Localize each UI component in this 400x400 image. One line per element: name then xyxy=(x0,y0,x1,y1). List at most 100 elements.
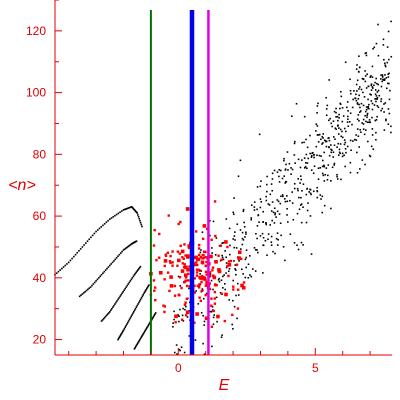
data-point xyxy=(195,271,199,274)
curve-point xyxy=(143,292,145,295)
data-point xyxy=(216,314,220,319)
data-point xyxy=(220,292,223,296)
data-point xyxy=(169,275,173,279)
curve-point xyxy=(126,284,129,287)
curve-point xyxy=(135,345,137,348)
data-point xyxy=(179,308,181,311)
curve-point xyxy=(134,346,136,349)
data-point xyxy=(301,159,303,161)
data-point xyxy=(200,311,203,314)
data-point xyxy=(209,274,212,277)
data-point xyxy=(344,61,347,64)
data-point xyxy=(268,204,271,206)
data-point xyxy=(303,141,305,144)
curve-point xyxy=(86,240,89,242)
data-point xyxy=(293,182,296,185)
data-point xyxy=(232,285,235,288)
data-point xyxy=(382,38,385,41)
data-point xyxy=(262,272,264,274)
data-point xyxy=(205,227,209,231)
data-point xyxy=(381,80,383,83)
data-point xyxy=(221,334,223,336)
data-point xyxy=(232,327,234,330)
data-point xyxy=(213,284,217,287)
data-point xyxy=(204,250,207,254)
curve-point xyxy=(123,327,126,330)
curve-point xyxy=(102,272,104,274)
data-point xyxy=(275,216,277,218)
data-point xyxy=(380,74,382,76)
curve-point xyxy=(152,315,155,318)
curve-point xyxy=(139,338,141,341)
curve-point xyxy=(81,293,84,295)
data-point xyxy=(381,107,384,110)
data-point xyxy=(181,314,184,317)
data-point xyxy=(217,269,222,274)
curve-point xyxy=(117,338,119,341)
curve-point xyxy=(141,334,144,336)
data-point xyxy=(212,309,215,313)
data-point xyxy=(310,156,313,158)
data-point xyxy=(349,78,351,81)
curve-point xyxy=(122,209,125,211)
data-point xyxy=(273,207,276,210)
data-point xyxy=(185,305,187,308)
data-point xyxy=(276,199,279,201)
data-point xyxy=(315,123,318,125)
data-point xyxy=(320,138,322,141)
curve-point xyxy=(106,267,108,270)
curve-point xyxy=(145,287,148,290)
data-point xyxy=(197,253,201,257)
data-point xyxy=(349,139,352,142)
curve-point xyxy=(88,287,91,290)
data-point xyxy=(325,145,328,148)
data-point xyxy=(202,224,207,228)
data-point xyxy=(370,100,373,102)
data-point xyxy=(383,78,386,80)
data-point xyxy=(376,96,379,99)
data-point xyxy=(199,255,203,259)
data-point xyxy=(197,303,200,305)
data-point xyxy=(228,268,231,270)
data-point xyxy=(184,254,187,257)
data-point xyxy=(238,260,240,262)
curve-point xyxy=(74,253,77,256)
curve-point xyxy=(137,268,140,270)
data-point xyxy=(301,141,303,144)
curve-point xyxy=(139,337,142,340)
data-point xyxy=(364,110,367,113)
data-point xyxy=(186,316,189,318)
data-point xyxy=(324,173,327,176)
data-point xyxy=(198,269,202,272)
data-point xyxy=(364,114,366,117)
data-point xyxy=(317,141,320,143)
data-point xyxy=(290,167,292,169)
curve-point xyxy=(100,226,103,228)
data-point xyxy=(225,262,228,264)
data-point xyxy=(359,128,361,131)
data-point xyxy=(363,133,366,136)
data-point xyxy=(180,269,185,273)
data-point xyxy=(346,101,349,103)
curve-point xyxy=(115,256,118,259)
data-point xyxy=(377,54,380,57)
data-point xyxy=(357,114,360,116)
data-point xyxy=(340,95,343,98)
curve-point xyxy=(85,289,88,292)
data-point xyxy=(384,74,386,76)
data-point xyxy=(240,268,243,271)
data-point xyxy=(266,190,268,193)
data-point xyxy=(322,159,324,162)
curve-point xyxy=(106,313,109,315)
data-point xyxy=(203,320,206,323)
curve-point xyxy=(127,283,130,285)
data-point xyxy=(333,162,336,165)
data-point xyxy=(338,151,341,154)
y-tick-label: 80 xyxy=(33,147,47,161)
data-point xyxy=(173,351,176,354)
data-point xyxy=(380,85,383,88)
data-point xyxy=(212,275,217,280)
curve-point xyxy=(91,234,94,237)
data-point xyxy=(176,353,178,355)
axes xyxy=(54,0,392,356)
